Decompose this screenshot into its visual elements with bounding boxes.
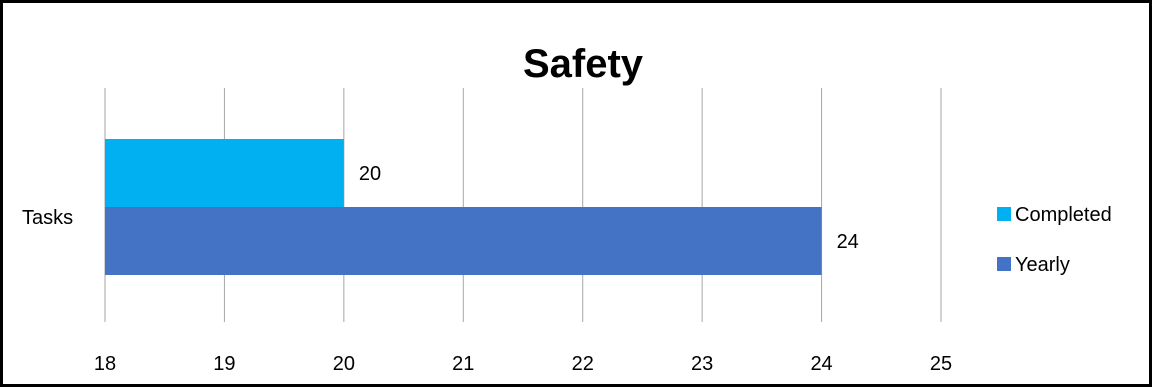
legend-swatch-yearly [997, 257, 1011, 271]
data-label-completed: 20 [359, 163, 381, 185]
x-tick-labels: 18 19 20 21 22 23 24 25 [94, 353, 952, 375]
legend: Completed Yearly [997, 204, 1112, 276]
legend-label-completed: Completed [1015, 204, 1112, 226]
category-labels: Tasks [22, 207, 73, 229]
x-tick-label: 23 [691, 353, 713, 375]
bar-completed [105, 139, 344, 207]
x-tick-label: 21 [452, 353, 474, 375]
data-label-yearly: 24 [837, 231, 859, 253]
x-tick-label: 22 [572, 353, 594, 375]
x-tick-label: 19 [213, 353, 235, 375]
x-tick-label: 25 [930, 353, 952, 375]
legend-swatch-completed [997, 207, 1011, 221]
x-tick-label: 20 [333, 353, 355, 375]
gridlines [104, 88, 942, 322]
legend-label-yearly: Yearly [1015, 254, 1070, 276]
category-label: Tasks [22, 207, 73, 229]
bar-yearly [105, 207, 822, 275]
x-tick-label: 18 [94, 353, 116, 375]
chart-title: Safety [523, 42, 644, 86]
x-tick-label: 24 [810, 353, 832, 375]
